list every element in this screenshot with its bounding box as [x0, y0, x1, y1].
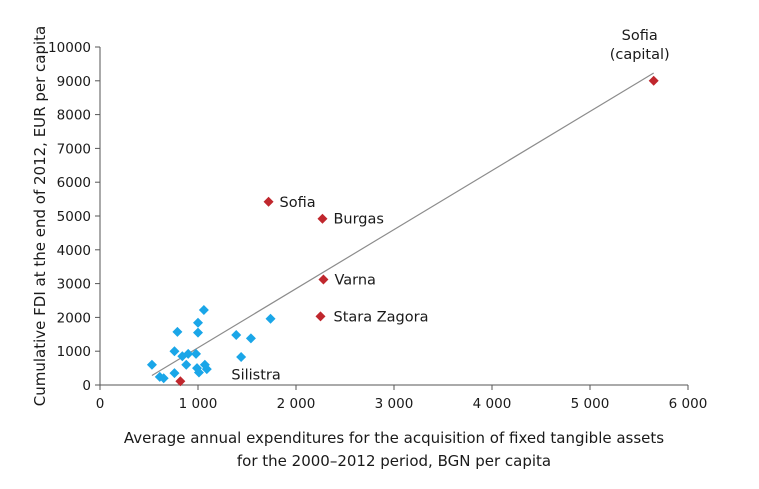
data-point-blue-diamond	[245, 333, 256, 344]
data-point-blue-diamond	[181, 359, 192, 370]
data-point-red-diamond	[317, 213, 328, 224]
point-annotation: Silistra	[231, 367, 280, 383]
y-tick-label: 3000	[57, 277, 91, 293]
point-annotation: Varna	[334, 273, 375, 289]
point-annotation: Sofia	[622, 28, 658, 44]
data-point-blue-diamond	[231, 329, 242, 340]
y-axis-label: Cumulative FDI at the end of 2012, EUR p…	[31, 26, 49, 406]
x-axis-label-line-1: Average annual expenditures for the acqu…	[124, 429, 664, 447]
data-point-red-diamond	[318, 274, 329, 285]
data-point-blue-diamond	[193, 317, 203, 328]
point-annotation: Stara Zagora	[334, 309, 429, 325]
data-point-blue-diamond	[193, 327, 203, 338]
y-tick-label: 7000	[57, 141, 91, 157]
data-point-blue-diamond	[183, 348, 194, 359]
x-tick-label: 4 000	[473, 396, 512, 412]
data-point-blue-diamond	[198, 304, 209, 315]
axes: 0 1000 2000 3000 4000 5000 6000 7000 8000 9000 100…	[48, 40, 707, 412]
y-tick-label: 9000	[57, 74, 91, 90]
x-tick-label: 5 000	[571, 396, 610, 412]
data-point-blue-diamond	[172, 326, 183, 337]
data-point-blue-diamond	[146, 359, 157, 370]
x-tick-label: 3 000	[375, 396, 414, 412]
data-point-red-diamond	[315, 311, 326, 322]
data-point-blue-diamond	[201, 364, 212, 375]
data-point-red-diamond	[175, 376, 186, 387]
y-tick-label: 1000	[57, 344, 91, 360]
trendline	[151, 72, 655, 377]
data-point-blue-diamond	[236, 351, 247, 362]
x-tick-label: 6 000	[669, 396, 708, 412]
data-point-blue-diamond	[193, 367, 204, 378]
x-tick-label: 2 000	[277, 396, 316, 412]
y-tick-label: 8000	[57, 108, 91, 124]
point-annotation: Sofia	[280, 195, 316, 211]
y-tick-label: 2000	[57, 310, 91, 326]
y-tick-label: 5000	[57, 209, 91, 225]
trendline-group	[151, 72, 655, 377]
data-points	[146, 75, 659, 387]
y-tick-label: 0	[82, 378, 91, 394]
y-tick-label: 10000	[48, 40, 91, 56]
annotations: Sofia (capital) Sofia Burgas Varna Stara Zago…	[231, 28, 669, 383]
data-point-blue-diamond	[158, 373, 169, 384]
x-tick-label: 1 000	[179, 396, 218, 412]
data-point-blue-diamond	[265, 313, 276, 324]
data-point-blue-diamond	[191, 348, 202, 359]
x-axis-label-line-2: for the 2000–2012 period, BGN per capita	[237, 452, 551, 470]
data-point-blue-diamond	[169, 368, 180, 379]
point-annotation: Burgas	[333, 212, 384, 228]
y-tick-label: 4000	[57, 243, 91, 259]
x-tick-label: 0	[96, 396, 105, 412]
data-point-red-diamond	[263, 196, 274, 207]
data-point-blue-diamond	[169, 346, 180, 357]
y-tick-label: 6000	[57, 175, 91, 191]
data-point-red-diamond	[648, 75, 659, 86]
point-annotation: (capital)	[610, 47, 670, 63]
